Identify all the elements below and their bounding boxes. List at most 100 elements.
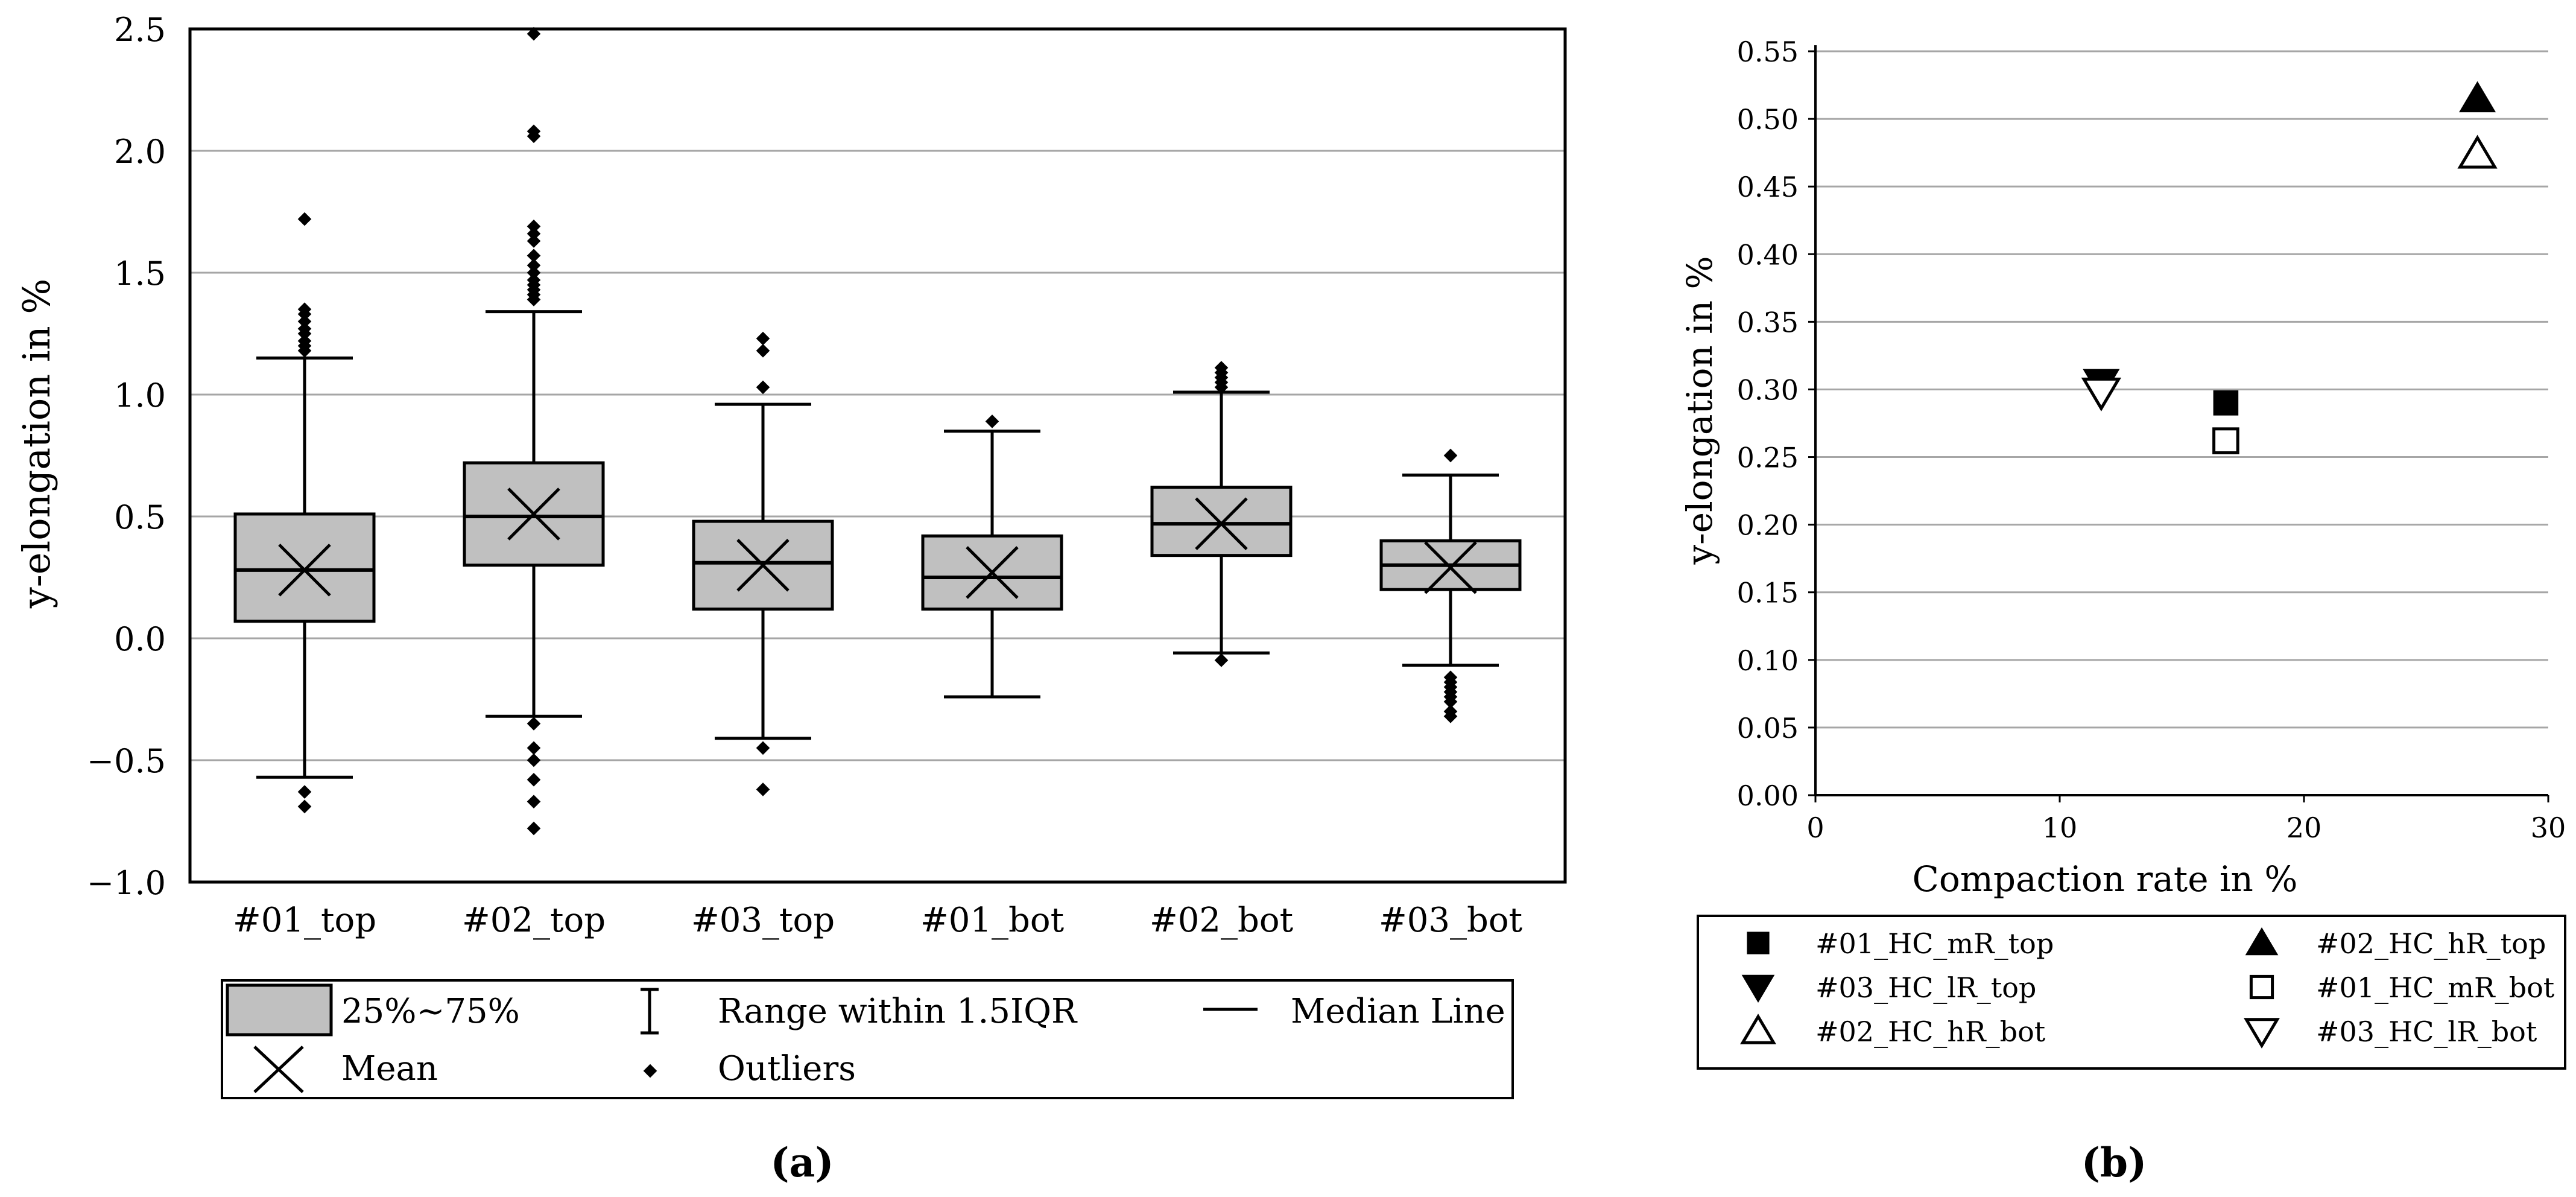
outlier-point <box>1214 653 1229 667</box>
outlier-point <box>756 783 770 796</box>
outlier-point <box>527 821 541 836</box>
b-y-tick-label: 0.30 <box>1737 373 1799 406</box>
outlier-point <box>1443 709 1458 723</box>
legend-mean-label: Mean <box>341 1049 438 1088</box>
a-x-tick-labels: #01_top #02_top #03_top #01_bot #02_bot #03_b… <box>233 901 1523 940</box>
outlier-point <box>297 799 312 814</box>
outlier-point <box>297 326 312 341</box>
marker-square-filled <box>2213 390 2239 416</box>
a-x-tick-label: #01_top <box>233 901 376 940</box>
b-legend-label: #02_HC_hR_top <box>2316 927 2546 960</box>
marker-triangle-up-filled <box>2458 81 2496 113</box>
a-legend-frame <box>221 979 1514 1099</box>
b-y-tick-label: 0.40 <box>1737 238 1799 271</box>
outlier-point <box>756 380 770 395</box>
marker-triangle-down-open <box>2081 377 2122 411</box>
outlier-point <box>527 265 541 280</box>
a-plot-frame <box>188 27 1567 884</box>
marker-triangle-up-filled <box>2245 927 2279 956</box>
outlier-point <box>297 307 312 321</box>
b-legend-item: #01_HC_mR_bot <box>2249 971 2555 1004</box>
outlier-point <box>527 795 541 808</box>
box-02_top <box>463 27 605 836</box>
a-x-tick-label: #03_bot <box>1379 901 1523 940</box>
b-y-tick-label: 0.35 <box>1737 306 1799 338</box>
a-x-tick-label: #03_top <box>691 901 835 940</box>
iqr-box <box>233 512 376 623</box>
outlier-point <box>985 414 999 428</box>
b-x-tick-label: 20 <box>2286 811 2322 844</box>
b-legend-label: #03_HC_lR_bot <box>2316 1015 2537 1048</box>
b-x-tick-label: 30 <box>2531 811 2566 844</box>
marker-triangle-up-open <box>1740 1014 1776 1044</box>
box-03_bot <box>1379 448 1522 723</box>
b-y-tick-label: 0.05 <box>1737 712 1799 745</box>
b-legend-frame <box>1697 915 2566 1070</box>
a-y-axis-label: y-elongation in % <box>14 279 59 609</box>
a-y-tick-label: 2.0 <box>114 133 166 171</box>
mean-marker <box>966 546 1019 599</box>
b-y-tick-label: 0.45 <box>1737 171 1799 203</box>
a-gridlines <box>190 28 1565 883</box>
legend-mean-icon <box>253 1046 304 1093</box>
legend-median-label: Median Line <box>1291 992 1505 1031</box>
a-legend: 25%~75% Range within 1.5IQR Median Line … <box>221 979 1514 1099</box>
mean-marker <box>278 544 331 597</box>
legend-range-icon <box>641 988 659 1035</box>
legend-box-swatch <box>226 983 333 1037</box>
a-y-tick-label: 2.5 <box>114 11 166 49</box>
iqr-box <box>1150 486 1293 557</box>
outlier-point <box>297 785 312 799</box>
outlier-point <box>527 773 541 787</box>
a-y-tick-label: 1.0 <box>114 376 166 414</box>
outlier-point <box>527 717 541 731</box>
panel-a-label: (a) <box>770 1139 834 1186</box>
mean-marker <box>1195 497 1248 550</box>
outlier-point <box>527 227 541 241</box>
marker-square-filled <box>1747 932 1770 954</box>
b-legend-item: #03_HC_lR_top <box>1741 971 2036 1004</box>
b-legend-item: #03_HC_lR_bot <box>2244 1015 2537 1049</box>
outlier-point <box>756 331 770 346</box>
b-legend-item: #02_HC_hR_top <box>2245 927 2546 960</box>
b-y-tick-label: 0.50 <box>1737 103 1799 136</box>
a-y-tick-label: 1.5 <box>114 255 166 293</box>
outlier-point <box>527 293 541 306</box>
legend-outliers-label: Outliers <box>718 1049 856 1088</box>
marker-square-open <box>2249 974 2274 1000</box>
marker-square-open <box>2212 427 2239 454</box>
b-y-tick-labels: 0.00 0.05 0.10 0.15 0.20 0.25 0.30 0.35 0.40 0.45… <box>1737 36 1799 812</box>
b-x-tick-label: 10 <box>2042 811 2078 844</box>
b-x-tick-label: 0 <box>1806 811 1824 844</box>
a-x-tick-label: #01_bot <box>920 901 1065 940</box>
marker-triangle-down-filled <box>1741 974 1775 1003</box>
outlier-point <box>1443 694 1458 709</box>
outlier-point <box>297 343 312 358</box>
b-legend-label: #01_HC_mR_bot <box>2316 971 2555 1004</box>
a-y-tick-labels: −1.0 −0.5 0.0 0.5 1.0 1.5 2.0 2.5 <box>87 11 166 902</box>
b-gridlines <box>1808 50 2549 802</box>
box-02_bot <box>1150 361 1293 667</box>
mean-marker <box>507 487 560 541</box>
outlier-point <box>527 258 541 273</box>
legend-range-label: Range within 1.5IQR <box>718 992 1078 1031</box>
b-legend-item: #02_HC_hR_bot <box>1740 1014 2046 1048</box>
panel-a-boxplot: −1.0 −0.5 0.0 0.5 1.0 1.5 2.0 2.5 #01_top #02_to… <box>14 11 1567 1186</box>
a-boxes <box>233 27 1522 836</box>
outlier-point <box>1214 380 1229 395</box>
a-y-tick-label: 0.5 <box>114 498 166 536</box>
a-x-tick-label: #02_bot <box>1150 901 1294 940</box>
outlier-point <box>1443 448 1458 463</box>
panel-b-label: (b) <box>2081 1139 2147 1186</box>
b-legend-label: #01_HC_mR_top <box>1815 927 2054 960</box>
outlier-point <box>527 249 541 263</box>
mean-marker <box>736 539 790 592</box>
a-x-tick-label: #02_top <box>462 901 606 940</box>
a-y-tick-label: −0.5 <box>87 742 166 780</box>
b-y-tick-label: 0.20 <box>1737 509 1799 542</box>
b-y-tick-label: 0.15 <box>1737 577 1799 609</box>
mean-marker <box>1424 541 1477 594</box>
outlier-point <box>297 314 312 329</box>
outlier-point <box>756 741 770 755</box>
b-legend-label: #02_HC_hR_bot <box>1815 1015 2046 1048</box>
